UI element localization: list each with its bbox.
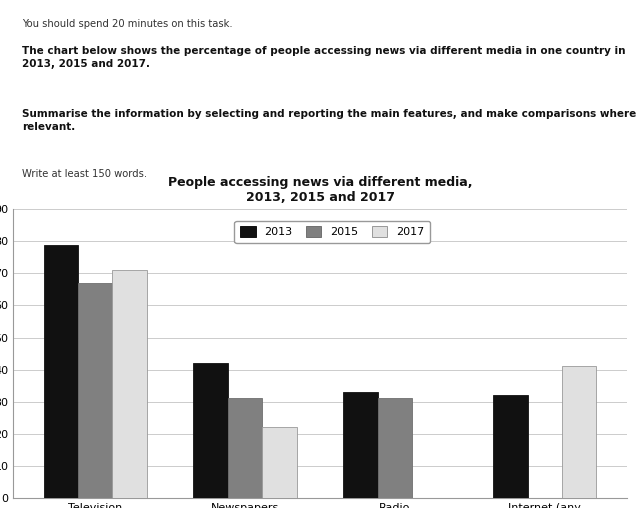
Bar: [44, 244, 78, 498]
Bar: [193, 363, 228, 498]
Bar: [562, 366, 596, 498]
Bar: [378, 398, 412, 498]
Text: You should spend 20 minutes on this task.: You should spend 20 minutes on this task…: [22, 19, 233, 29]
Text: Write at least 150 words.: Write at least 150 words.: [22, 169, 147, 179]
Text: Summarise the information by selecting and reporting the main features, and make: Summarise the information by selecting a…: [22, 109, 636, 132]
Bar: [113, 270, 147, 498]
Legend: 2013, 2015, 2017: 2013, 2015, 2017: [234, 220, 430, 243]
Title: People accessing news via different media,
2013, 2015 and 2017: People accessing news via different medi…: [168, 176, 472, 204]
Bar: [343, 392, 378, 498]
Bar: [78, 283, 113, 498]
Bar: [228, 398, 262, 498]
Text: The chart below shows the percentage of people accessing news via different medi: The chart below shows the percentage of …: [22, 46, 625, 69]
Bar: [493, 395, 527, 498]
Bar: [262, 427, 297, 498]
